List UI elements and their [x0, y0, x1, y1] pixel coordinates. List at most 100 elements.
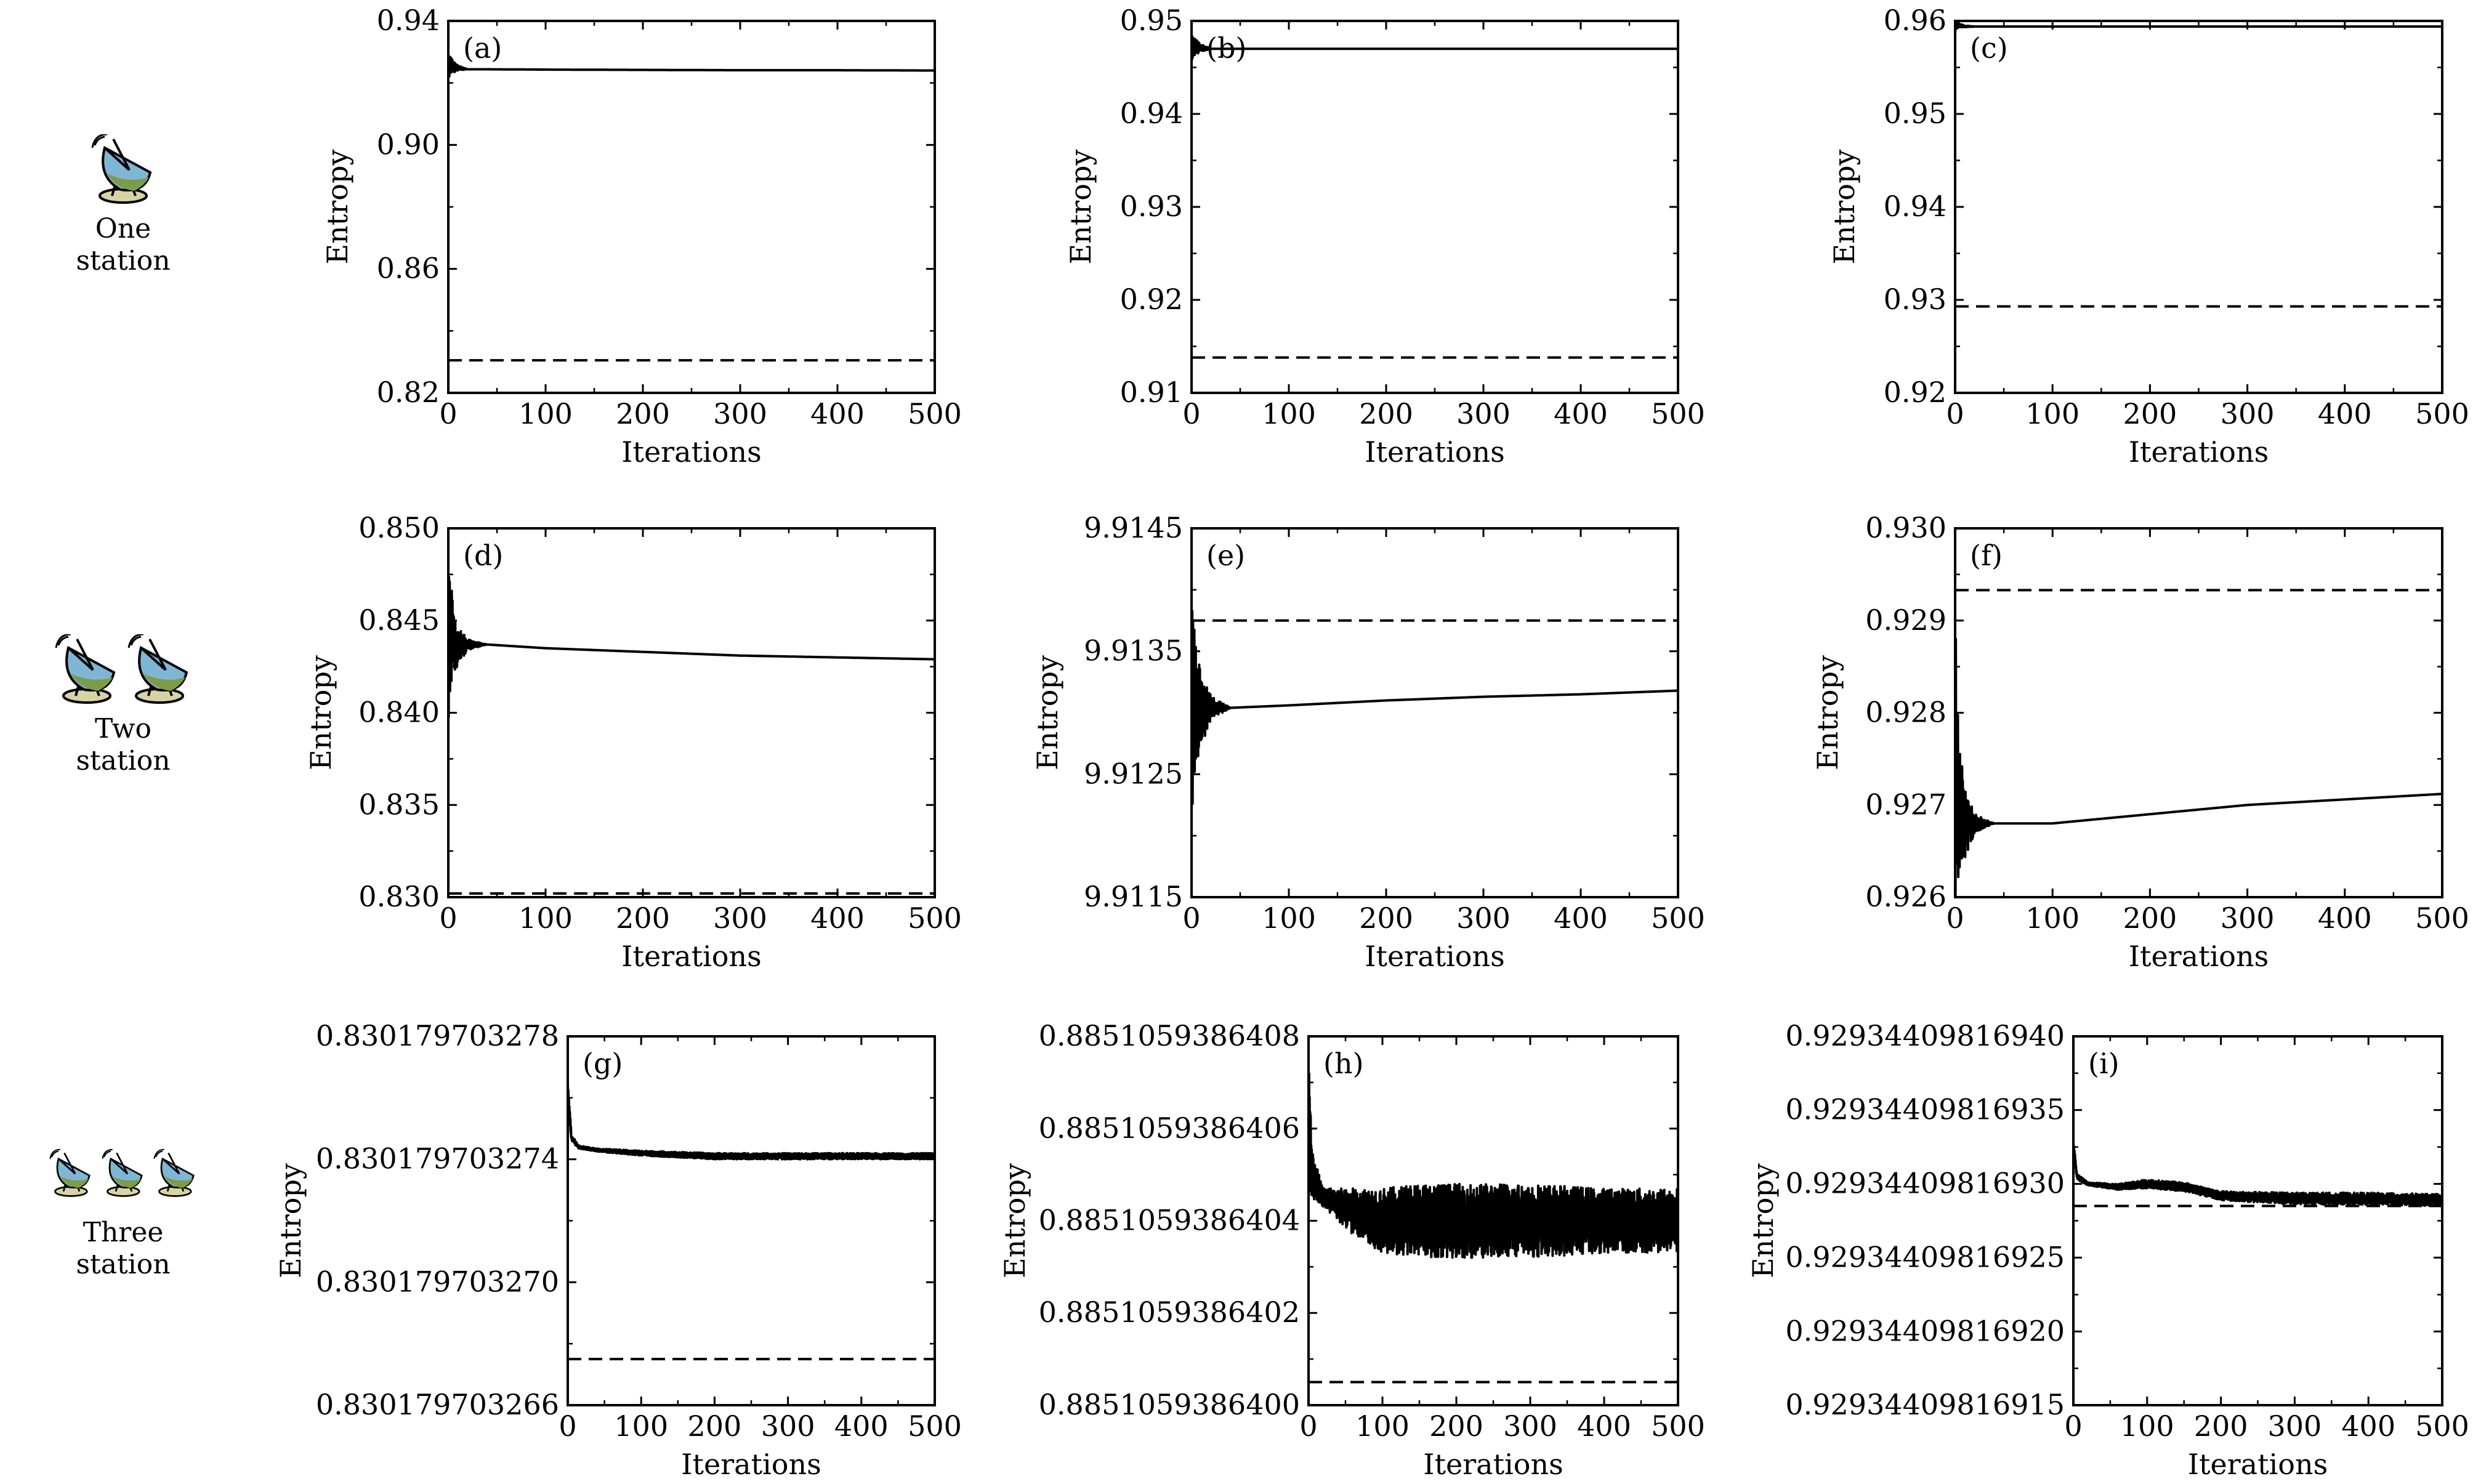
entropy-series-line: [1955, 637, 2442, 897]
x-tick-label: 300: [1456, 397, 1511, 430]
x-tick-label: 200: [1359, 397, 1413, 430]
x-tick-label: 200: [1359, 901, 1413, 935]
x-axis-label: Iterations: [2129, 435, 2269, 469]
row-label-2: Two station: [49, 634, 197, 777]
y-tick-label: 0.92934409816920: [1785, 1314, 2065, 1347]
x-tick-label: 500: [1651, 901, 1705, 935]
x-tick-label: 0: [439, 397, 457, 430]
satellite-dish-icon: [127, 634, 188, 704]
x-axis-label: Iterations: [1365, 435, 1504, 469]
x-tick-label: 0: [439, 901, 457, 935]
y-axis-label: Entropy: [274, 1163, 307, 1278]
panel-label: (d): [463, 539, 503, 572]
chart-panel-c: 0 100 200 300 400 500 0.92 0.93 0.94 0.95 0.96 (c) I…: [1828, 4, 2469, 469]
y-tick-label: 0.93: [1120, 190, 1183, 223]
y-tick-label: 0.929: [1865, 603, 1947, 637]
y-axis-label: Entropy: [1746, 1163, 1780, 1278]
y-axis-label: Entropy: [1064, 150, 1097, 265]
y-tick-label: 0.930: [1865, 511, 1947, 544]
y-axis-label: Entropy: [321, 150, 354, 265]
y-axis-label: Entropy: [1811, 655, 1844, 770]
chart-panel-h: 0 100 200 300 400 500 0.8851059386400 0.8851059…: [998, 1019, 1705, 1481]
axes-frame: [1954, 20, 2443, 394]
y-tick-label: 0.91: [1120, 376, 1183, 409]
satellite-dish-icon: [153, 1148, 195, 1197]
y-tick-label: 0.830179703270: [316, 1265, 559, 1298]
y-axis-label: Entropy: [998, 1163, 1031, 1278]
row-label-3: Three station: [49, 1138, 197, 1281]
x-tick-label: 200: [616, 901, 670, 935]
y-tick-label: 0.95: [1884, 97, 1947, 130]
y-tick-label: 0.92934409816915: [1785, 1388, 2065, 1421]
x-tick-label: 300: [2221, 397, 2275, 430]
x-tick-label: 500: [908, 1409, 962, 1443]
y-tick-label: 0.92: [1120, 283, 1183, 316]
y-tick-label: 0.92934409816935: [1785, 1093, 2065, 1126]
y-tick-label: 0.840: [358, 696, 440, 729]
row-label-1: One station: [49, 134, 197, 277]
y-tick-label: 0.82: [377, 376, 440, 409]
y-tick-label: 0.94: [1120, 97, 1183, 130]
x-tick-label: 300: [761, 1409, 815, 1443]
x-tick-label: 400: [1554, 901, 1608, 935]
y-axis-label: Entropy: [1828, 150, 1861, 265]
y-tick-label: 0.830179703274: [316, 1142, 559, 1176]
y-tick-label: 0.92934409816930: [1785, 1167, 2065, 1200]
x-tick-label: 500: [908, 397, 962, 430]
y-tick-label: 0.8851059386402: [1039, 1296, 1300, 1329]
panel-label: (i): [2088, 1047, 2120, 1080]
x-axis-label: Iterations: [1423, 1448, 1563, 1481]
y-tick-label: 0.94: [377, 4, 440, 37]
x-tick-label: 0: [1299, 1409, 1317, 1443]
panel-label: (h): [1323, 1047, 1364, 1080]
plot-area: [1955, 21, 2442, 308]
satellite-dish-icon: [102, 1148, 143, 1197]
x-tick-label: 0: [1182, 397, 1200, 430]
x-tick-label: 400: [1554, 397, 1608, 430]
x-tick-label: 300: [1503, 1409, 1557, 1443]
dish-icon-group: [49, 634, 197, 707]
x-tick-label: 200: [616, 397, 670, 430]
x-tick-label: 500: [2415, 397, 2469, 430]
x-tick-label: 500: [2415, 1409, 2469, 1443]
x-tick-label: 0: [1946, 397, 1964, 430]
y-tick-label: 9.9135: [1084, 634, 1183, 667]
x-tick-label: 100: [2025, 397, 2080, 430]
y-tick-label: 0.926: [1865, 880, 1947, 913]
x-tick-label: 300: [1456, 901, 1511, 935]
x-tick-label: 0: [559, 1409, 576, 1443]
satellite-dish-icon: [91, 134, 152, 204]
x-tick-label: 200: [2123, 901, 2177, 935]
panel-label: (a): [463, 31, 502, 65]
y-tick-label: 0.927: [1865, 788, 1947, 821]
x-tick-label: 300: [2221, 901, 2275, 935]
x-tick-label: 200: [1429, 1409, 1483, 1443]
x-tick-label: 400: [810, 901, 865, 935]
x-tick-label: 100: [2120, 1409, 2174, 1443]
y-tick-label: 0.92934409816940: [1785, 1019, 2065, 1052]
entropy-series-line: [448, 55, 935, 78]
row-label-line2: station: [76, 745, 171, 776]
x-tick-label: 100: [2025, 901, 2080, 935]
axes-frame: [1190, 527, 1679, 898]
chart-panel-g: 0 100 200 300 400 500 0.830179703266 0.83017970…: [274, 1019, 962, 1481]
x-axis-label: Iterations: [1365, 940, 1504, 973]
chart-panel-e: 0 100 200 300 400 500 9.9115 9.9125 9.9135 9.9145…: [1031, 511, 1705, 973]
x-axis-label: Iterations: [2188, 1448, 2328, 1481]
y-tick-label: 0.94: [1884, 190, 1947, 223]
x-tick-label: 400: [2341, 1409, 2395, 1443]
x-axis-label: Iterations: [621, 940, 761, 973]
x-tick-label: 400: [2318, 901, 2372, 935]
plot-area: [1955, 589, 2442, 897]
x-tick-label: 300: [2267, 1409, 2322, 1443]
y-axis-label: Entropy: [304, 655, 337, 770]
row-label-line1: Two: [95, 713, 151, 744]
x-tick-label: 200: [687, 1409, 741, 1443]
axes-frame: [447, 20, 936, 394]
plot-area: [1309, 1072, 1678, 1384]
x-axis-label: Iterations: [621, 435, 761, 469]
x-tick-label: 0: [1946, 901, 1964, 935]
x-tick-label: 400: [810, 397, 865, 430]
y-tick-label: 0.845: [358, 603, 440, 637]
